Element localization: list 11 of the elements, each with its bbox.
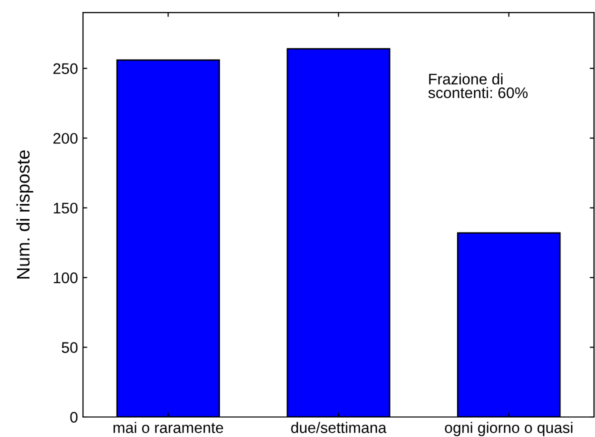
y-axis-title: Num. di risposte — [16, 150, 34, 279]
x-tick-label: mai o raramente — [114, 422, 224, 434]
y-tick-label: 200 — [53, 132, 78, 144]
annotation: Frazione di scontenti: 60% — [428, 73, 528, 98]
x-tick-label: due/settimana — [291, 422, 386, 434]
y-tick-label: 150 — [54, 202, 78, 214]
y-tick-label: 0 — [70, 412, 78, 423]
y-tick-label: 100 — [54, 272, 78, 284]
y-tick-label: 50 — [62, 342, 78, 353]
y-tick-label: 250 — [53, 63, 78, 74]
x-tick-label: ogni giorno o quasi — [444, 422, 572, 436]
